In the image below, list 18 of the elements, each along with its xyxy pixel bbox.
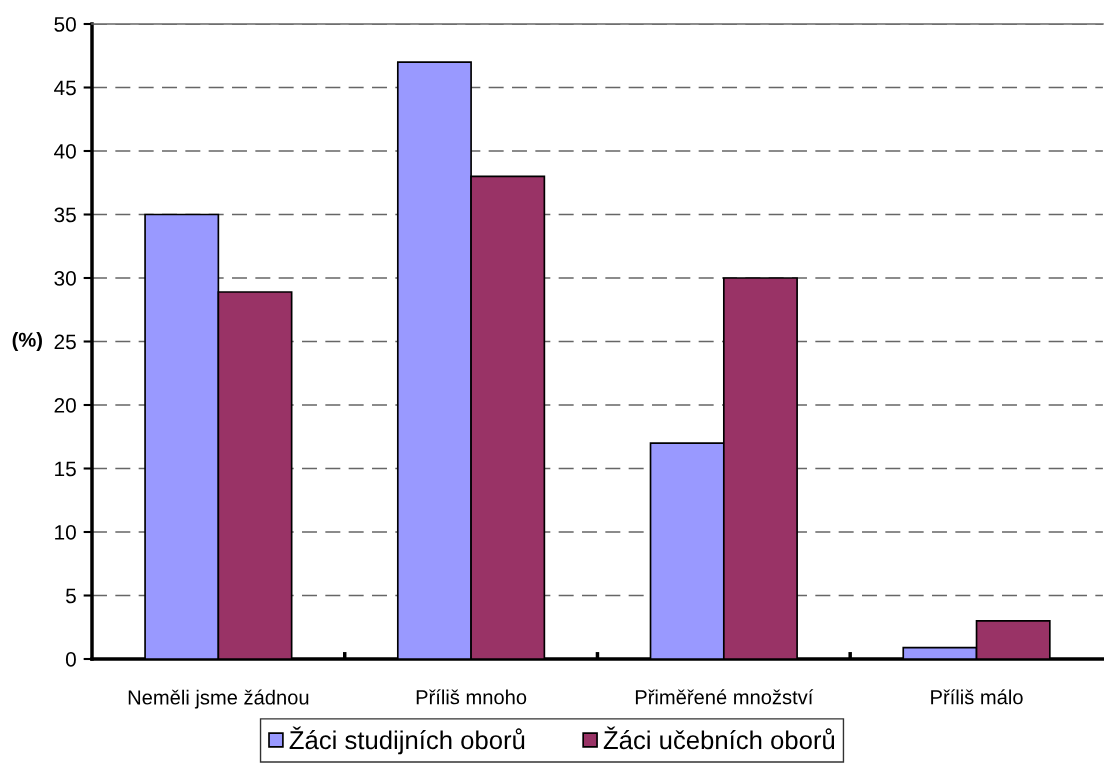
legend-label: Žáci učebních oborů xyxy=(603,726,835,750)
y-axis-title: (%) xyxy=(12,332,42,351)
y-tick-label: 50 xyxy=(54,17,76,32)
y-tick-label: 5 xyxy=(65,588,76,604)
x-tick-label: Příliš málo xyxy=(931,689,1023,705)
y-tick-label: 0 xyxy=(65,652,76,667)
y-tick-label: 15 xyxy=(55,461,76,477)
x-tick-label: Neměli jsme žádnou xyxy=(128,689,309,709)
y-tick-label: 25 xyxy=(54,334,76,350)
legend-label: Žáci studijních oborů xyxy=(289,726,525,755)
y-tick-label: 30 xyxy=(54,271,76,286)
y-tick-label: 20 xyxy=(54,398,76,413)
y-tick-label: 35 xyxy=(54,207,76,223)
y-tick-label: 40 xyxy=(54,144,76,159)
y-tick-label: 10 xyxy=(55,525,76,540)
x-tick-label: Přiměřené množství xyxy=(635,689,814,705)
y-tick-label: 45 xyxy=(54,80,76,96)
x-tick-label: Příliš mnoho xyxy=(416,689,527,705)
